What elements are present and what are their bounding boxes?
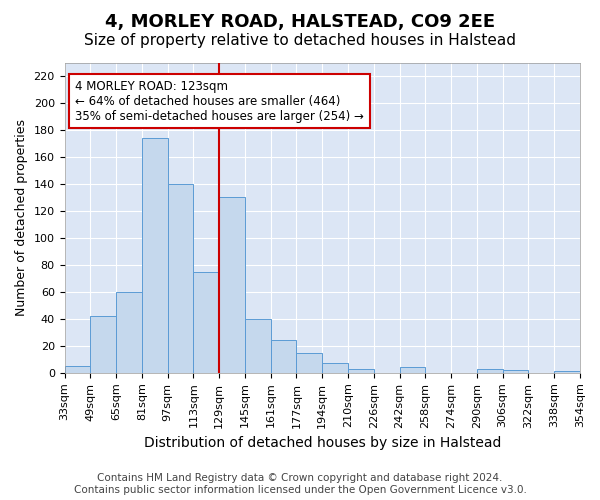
Bar [503, 370, 529, 373]
Bar [91, 316, 116, 373]
Bar [271, 340, 296, 373]
Y-axis label: Number of detached properties: Number of detached properties [15, 119, 28, 316]
Bar [348, 369, 374, 373]
Bar [296, 352, 322, 373]
Text: 4 MORLEY ROAD: 123sqm
← 64% of detached houses are smaller (464)
35% of semi-det: 4 MORLEY ROAD: 123sqm ← 64% of detached … [75, 80, 364, 122]
Text: Size of property relative to detached houses in Halstead: Size of property relative to detached ho… [84, 32, 516, 48]
Bar [400, 368, 425, 373]
Text: Contains HM Land Registry data © Crown copyright and database right 2024.
Contai: Contains HM Land Registry data © Crown c… [74, 474, 526, 495]
Bar [219, 198, 245, 373]
Bar [554, 372, 580, 373]
Bar [65, 366, 91, 373]
X-axis label: Distribution of detached houses by size in Halstead: Distribution of detached houses by size … [143, 436, 501, 450]
Bar [477, 369, 503, 373]
Bar [116, 292, 142, 373]
Bar [245, 319, 271, 373]
Bar [322, 364, 348, 373]
Bar [167, 184, 193, 373]
Bar [142, 138, 167, 373]
Bar [193, 272, 219, 373]
Text: 4, MORLEY ROAD, HALSTEAD, CO9 2EE: 4, MORLEY ROAD, HALSTEAD, CO9 2EE [105, 12, 495, 30]
